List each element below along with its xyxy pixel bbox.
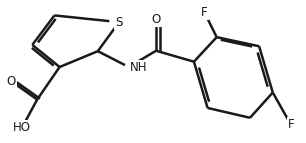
- Text: F: F: [201, 6, 208, 19]
- Text: S: S: [115, 16, 123, 29]
- Text: O: O: [6, 75, 16, 88]
- Text: O: O: [151, 13, 161, 26]
- Text: F: F: [288, 118, 294, 131]
- Text: NH: NH: [130, 60, 147, 74]
- Text: HO: HO: [13, 121, 31, 134]
